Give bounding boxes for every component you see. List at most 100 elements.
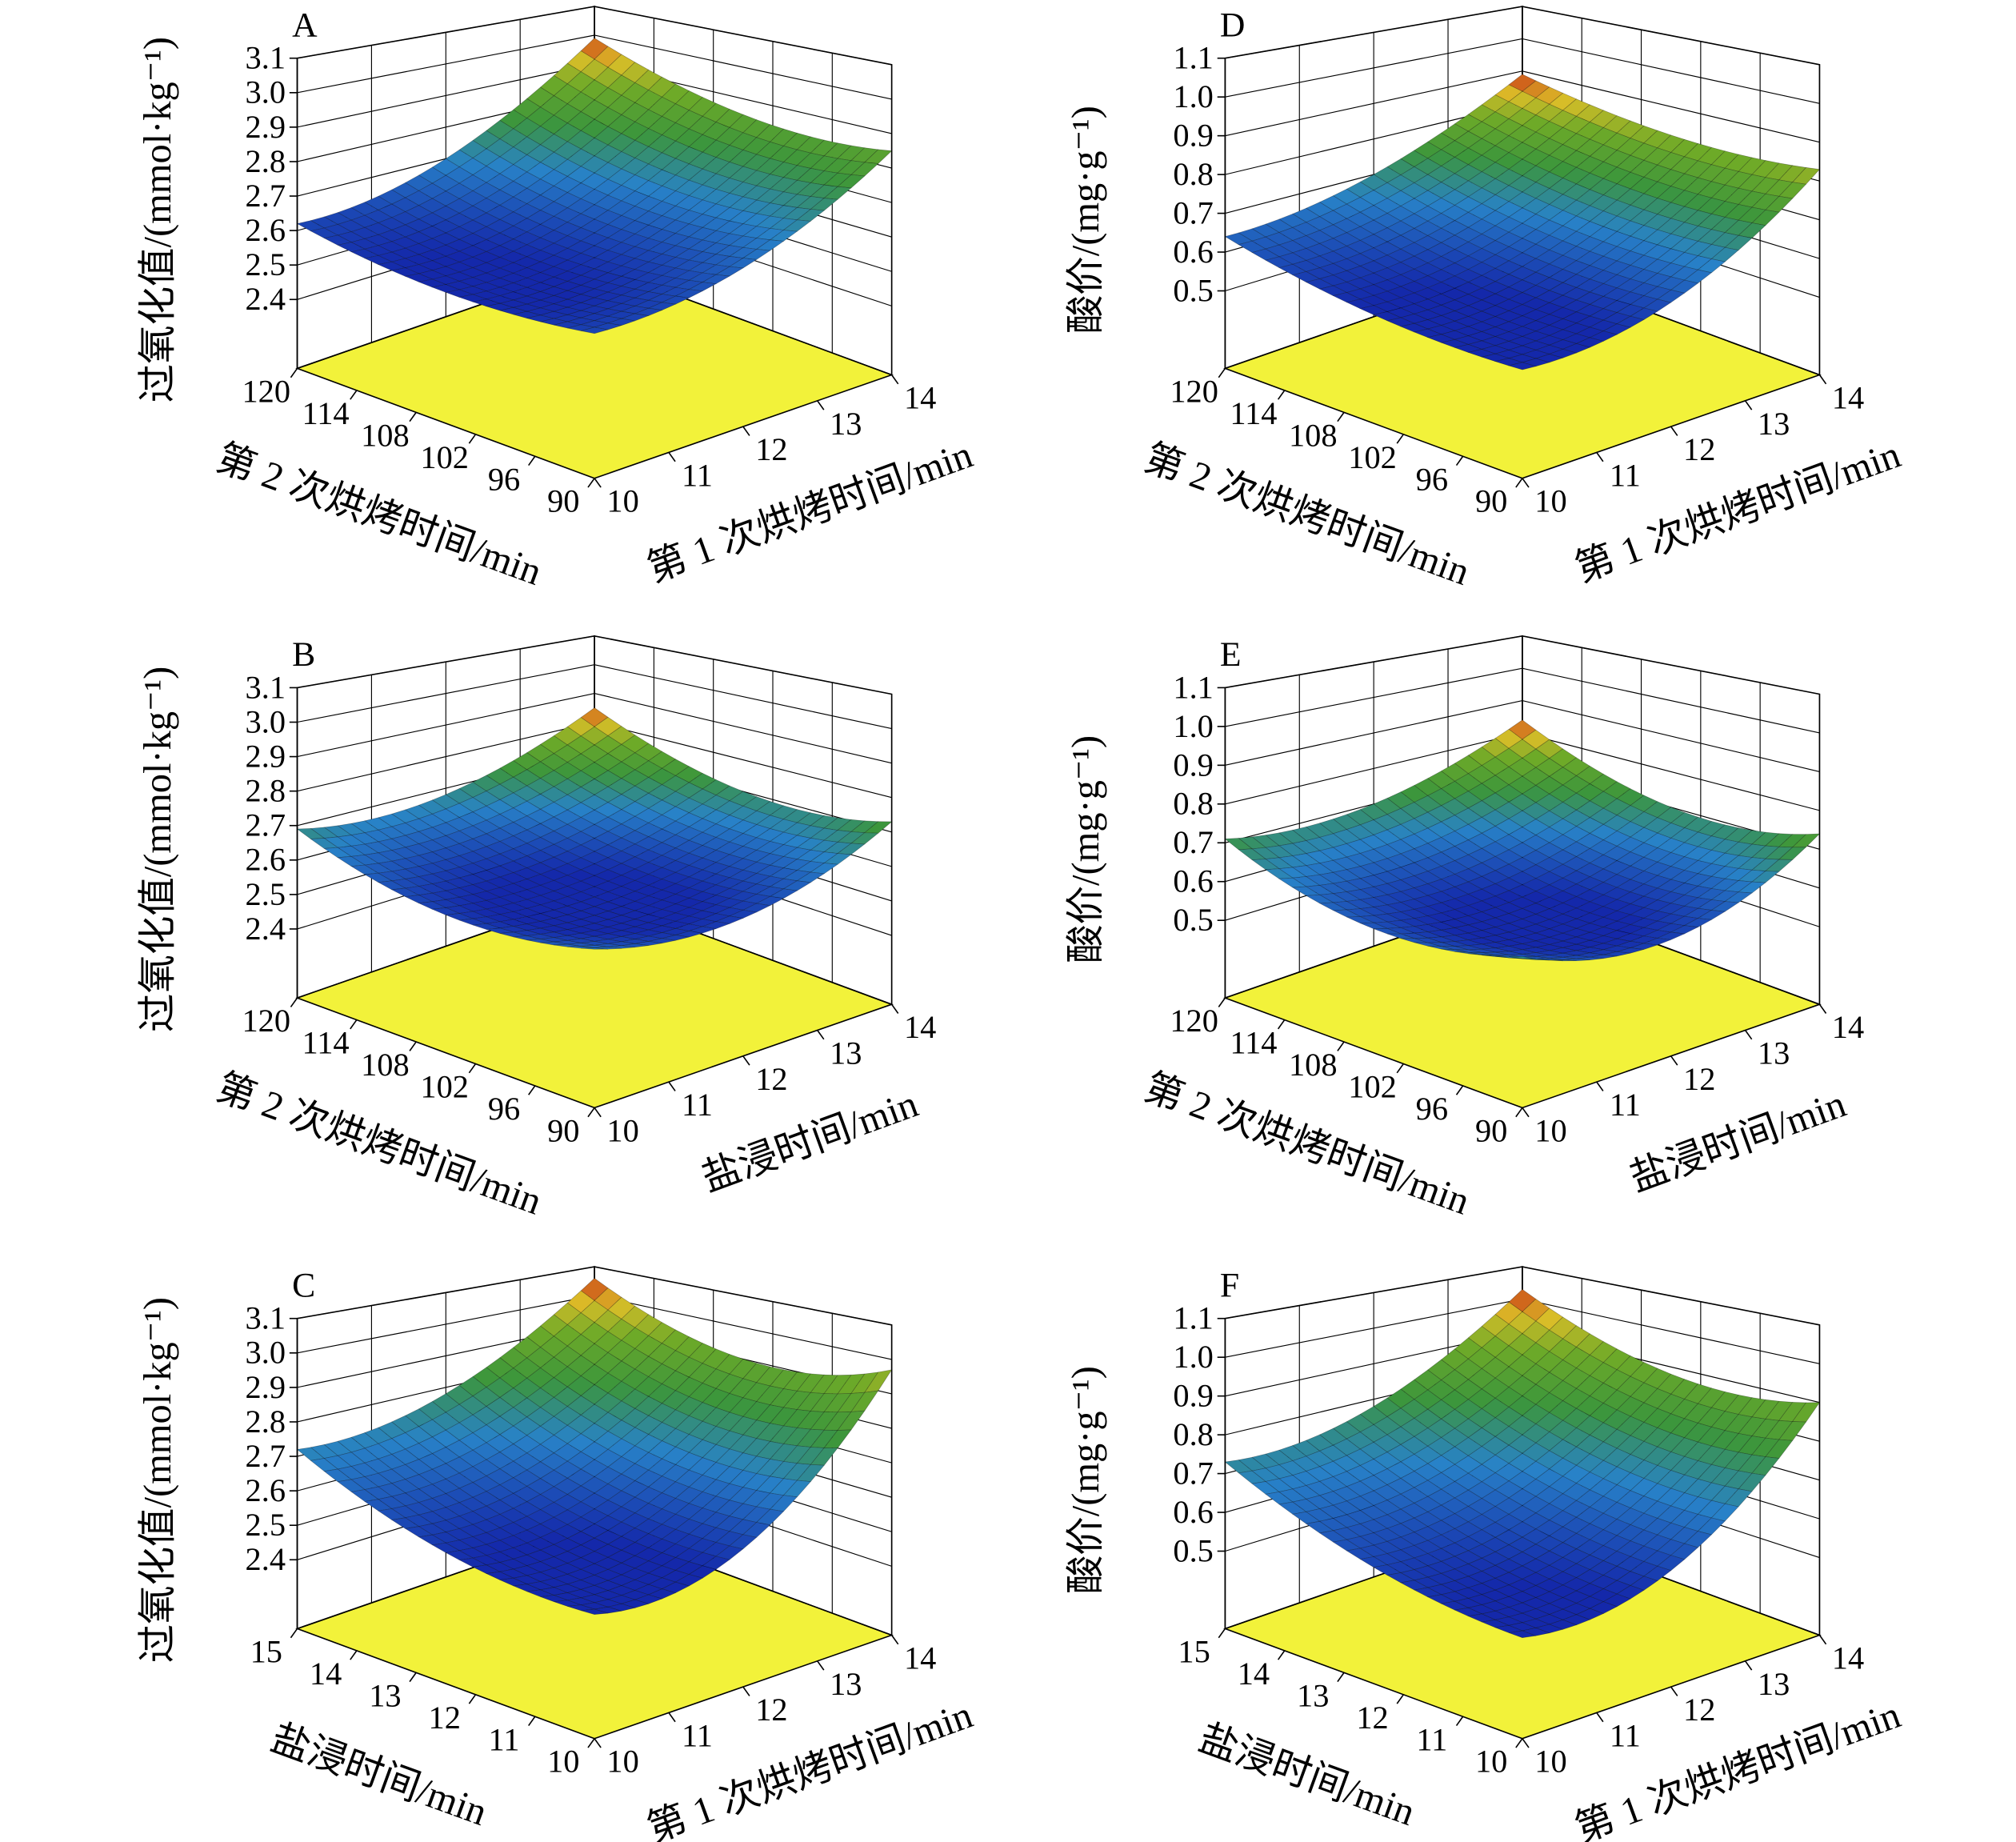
z-tick-label: 0.7: [1173, 824, 1213, 860]
z-tick-label: 1.1: [1173, 669, 1213, 705]
panel: 0.50.60.70.80.91.01.1 10 11 12 13 14 90 96 102 10…: [1065, 635, 1864, 1223]
surface-patch: [620, 288, 650, 298]
surface-patch: [594, 1431, 622, 1450]
surface-patch: [620, 313, 650, 322]
y-tick: [1515, 1107, 1523, 1118]
x-tick-label: 10: [606, 1744, 638, 1780]
y-tick: [1218, 997, 1226, 1007]
y-tick-label: 120: [242, 373, 290, 409]
surface-patch: [485, 286, 514, 296]
y-tick: [1277, 1019, 1286, 1030]
surface-patch: [445, 262, 474, 273]
x-tick: [742, 426, 750, 436]
panel-label: A: [292, 6, 318, 44]
y-tick-label: 120: [1170, 373, 1218, 409]
y-tick: [1515, 478, 1523, 488]
z-tick-label: 2.7: [246, 807, 286, 843]
surface-patch: [404, 1488, 434, 1503]
surface-patch: [553, 1477, 582, 1495]
surface-patch: [526, 850, 555, 863]
surface-patch: [782, 822, 812, 836]
y-tick: [528, 455, 536, 467]
y-tick-label: 12: [429, 1700, 461, 1736]
y-tick: [290, 1628, 298, 1639]
surface-patch: [377, 871, 406, 882]
surface-patch: [566, 264, 595, 276]
surface-patch: [539, 1568, 569, 1579]
y-tick-label: 90: [547, 483, 579, 519]
y-tick-label: 96: [1416, 1091, 1448, 1127]
z-tick-label: 2.4: [246, 911, 286, 947]
surface-patch: [688, 214, 717, 228]
surface-patch: [553, 259, 582, 272]
surface-patch: [729, 258, 758, 269]
y-tick-label: 108: [361, 417, 410, 453]
x-tick-label: 12: [755, 431, 787, 467]
z-axis-title: 酸价/(mg·g⁻¹): [1065, 106, 1107, 334]
surface-patch: [714, 907, 744, 917]
surface-patch: [458, 1557, 488, 1568]
x-tick: [1522, 478, 1530, 488]
surface-patch: [539, 230, 569, 244]
z-tick-label: 0.7: [1173, 194, 1213, 230]
surface-patch: [512, 879, 542, 891]
y-tick: [468, 1063, 477, 1074]
surface-patch: [553, 1424, 582, 1444]
surface-patch: [512, 303, 542, 312]
surface-patch: [526, 291, 555, 301]
surface-patch: [607, 851, 636, 864]
z-tick-label: 2.8: [246, 1404, 286, 1440]
x-tick-label: 11: [682, 457, 713, 493]
surface-patch: [837, 160, 866, 175]
surface-patch: [634, 272, 663, 283]
surface-patch: [526, 272, 555, 283]
z-tick-label: 3.1: [246, 40, 286, 76]
y-tick-label: 13: [1297, 1677, 1329, 1713]
surface-patch: [553, 1551, 582, 1564]
surface-patch: [688, 115, 717, 135]
surface-patch: [674, 897, 704, 908]
surface-patch: [553, 306, 582, 315]
surface-patch: [634, 874, 663, 886]
surface-patch: [418, 1523, 447, 1536]
panel: 2.42.52.62.72.82.93.03.1 10 11 12 13 14 90 96 10…: [137, 635, 936, 1223]
surface-patch: [378, 1421, 406, 1440]
x-tick-label: 10: [1534, 483, 1566, 519]
surface-patch: [702, 274, 730, 284]
surface-patch: [553, 1345, 582, 1367]
z-axis-title: 过氧化值/(mmol·kg⁻¹): [137, 37, 179, 402]
surface-patch: [486, 927, 514, 934]
y-tick: [290, 367, 298, 378]
y-tick-label: 96: [1416, 461, 1448, 497]
panel-label: B: [292, 635, 315, 674]
surface-patch: [607, 875, 636, 887]
z-tick-label: 2.5: [246, 246, 286, 282]
surface-patch: [607, 1473, 636, 1492]
surface-patch: [554, 929, 582, 936]
y-tick: [587, 1107, 595, 1118]
surface-patch: [445, 855, 474, 868]
x-tick-label: 14: [1832, 1640, 1864, 1676]
x-axis-title: 第 1 次烘烤时间/min: [1570, 1694, 1906, 1842]
surface-patch: [485, 302, 515, 311]
surface-patch: [607, 114, 636, 134]
surface-patch: [810, 1448, 838, 1466]
z-tick-label: 2.5: [246, 1507, 286, 1543]
surface-patch: [580, 155, 609, 174]
x-tick: [1818, 1003, 1827, 1014]
y-tick-label: 114: [1230, 1025, 1277, 1061]
x-tick: [594, 1107, 602, 1118]
surface-patch: [782, 180, 812, 195]
x-tick-label: 10: [606, 483, 638, 519]
surface-patch: [350, 202, 379, 216]
z-tick-label: 2.7: [246, 1438, 286, 1474]
surface-patch: [607, 726, 636, 745]
panel: 0.50.60.70.80.91.01.1 10 11 12 13 14 10 11 12 13 1…: [1065, 1266, 1906, 1842]
surface-patch: [337, 1479, 366, 1492]
x-tick: [668, 1712, 676, 1723]
surface-patch: [458, 782, 487, 798]
surface-patch: [661, 920, 690, 929]
z-tick-label: 2.8: [246, 773, 286, 809]
